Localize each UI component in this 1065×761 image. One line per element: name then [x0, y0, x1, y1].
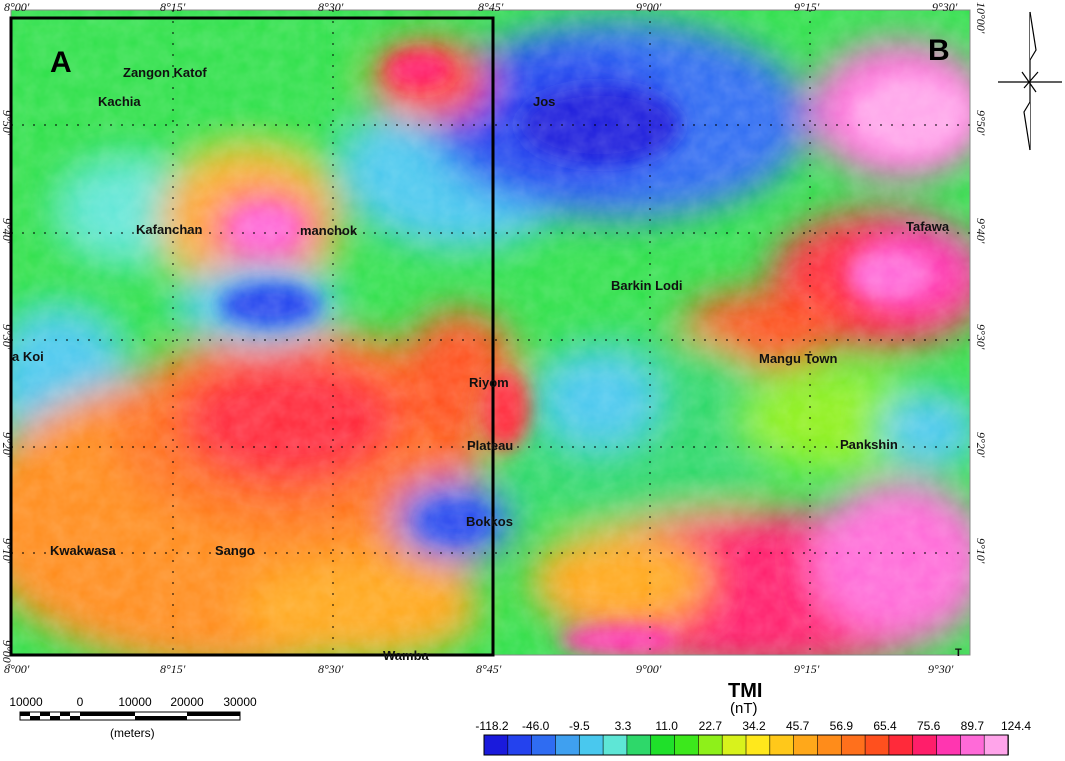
- left-lat-label: 9°40': [0, 218, 14, 244]
- top-lon-label: 8°15': [160, 0, 186, 14]
- place-label: Kwakwasa: [50, 543, 116, 558]
- legend-swatch: [960, 734, 985, 756]
- legend-swatch: [888, 734, 914, 756]
- legend-value-label: 75.6: [916, 719, 941, 733]
- top-lon-label: 9°30': [932, 0, 958, 14]
- legend-swatch: [602, 734, 628, 756]
- legend-swatch: [936, 734, 962, 756]
- panel-letter-b: B: [928, 34, 950, 67]
- place-label: Wamba: [383, 648, 429, 663]
- legend-unit: (nT): [730, 700, 758, 717]
- scale-label: 30000: [223, 695, 257, 709]
- top-lon-label: 8°00': [4, 0, 30, 14]
- scale-label: 0: [76, 695, 84, 709]
- bottom-lon-label: 8°15': [160, 662, 186, 676]
- scale-label: 20000: [170, 695, 204, 709]
- place-label: Jos: [533, 94, 556, 109]
- bottom-lon-label: 8°00': [4, 662, 30, 676]
- legend-value-label: 22.7: [698, 719, 723, 733]
- scale-unit: (meters): [110, 726, 155, 740]
- top-lon-label: 9°15': [794, 0, 820, 14]
- right-lat-label: 9°20': [974, 432, 988, 458]
- place-label: Plateau: [467, 438, 514, 453]
- legend-swatch: [864, 734, 890, 756]
- anomaly-raster: [11, 10, 970, 655]
- top-lon-label: 8°45': [478, 0, 504, 14]
- legend-swatch: [793, 734, 819, 756]
- legend-swatch: [721, 734, 747, 756]
- place-label: Kafanchan: [136, 222, 203, 237]
- legend-value-label: 34.2: [742, 719, 766, 733]
- bottom-lon-label: 8°45': [476, 662, 502, 676]
- top-lon-label: 9°00': [636, 0, 662, 14]
- scale-label: 10000: [118, 695, 152, 709]
- legend-value-label: 89.7: [960, 719, 985, 733]
- legend-frame: [483, 734, 1009, 756]
- panel-letter-a: A: [50, 46, 72, 79]
- legend-swatch: [698, 734, 723, 756]
- left-lat-label: 9°00': [0, 640, 14, 666]
- legend-value-label: -9.5: [568, 719, 590, 733]
- legend-value-label: 65.4: [873, 719, 897, 733]
- legend-swatch: [983, 734, 1009, 756]
- place-label: a Koi: [12, 349, 44, 364]
- place-label: Zangon Katof: [123, 65, 207, 80]
- legend-swatch: [674, 734, 700, 756]
- scale-bar: [19, 711, 241, 721]
- left-lat-label: 9°10': [0, 538, 14, 564]
- right-lat-label: 10°00': [974, 2, 988, 34]
- place-label: Pankshin: [840, 437, 898, 452]
- place-label: Barkin Lodi: [611, 278, 683, 293]
- legend-swatch: [483, 734, 509, 756]
- legend-swatch: [769, 734, 795, 756]
- legend-swatch: [840, 734, 866, 756]
- place-label: manchok: [300, 223, 358, 238]
- legend-swatch: [626, 734, 652, 756]
- right-lat-label: 9°40': [974, 218, 988, 244]
- legend-value-label: 3.3: [614, 719, 632, 733]
- legend-swatch: [650, 734, 676, 756]
- place-label: T: [955, 647, 962, 659]
- legend-value-label: 124.4: [1000, 719, 1032, 733]
- legend-swatch: [531, 734, 557, 756]
- legend-value-label: 11.0: [655, 719, 678, 733]
- place-label: Kachia: [98, 94, 141, 109]
- left-lat-label: 9°30': [0, 324, 14, 350]
- top-lon-label: 8°30': [318, 0, 344, 14]
- map-frame-a: [9, 16, 495, 657]
- legend-swatch: [912, 734, 938, 756]
- legend-value-label: -118.2: [475, 719, 509, 733]
- scale-label: 10000: [9, 695, 43, 709]
- right-lat-label: 9°10': [974, 538, 988, 564]
- legend-swatch: [507, 734, 533, 756]
- legend-value-label: -46.0: [521, 719, 550, 733]
- legend-swatch: [578, 734, 604, 756]
- legend-swatch: [745, 734, 771, 756]
- legend-value-label: 56.9: [829, 719, 854, 733]
- legend-colorbar: [483, 734, 1009, 756]
- bottom-lon-label: 9°15': [794, 662, 820, 676]
- bottom-lon-label: 8°30': [318, 662, 344, 676]
- place-label: Sango: [215, 543, 255, 558]
- left-lat-label: 9°20': [0, 432, 14, 458]
- place-label: Tafawa: [906, 219, 950, 234]
- right-lat-label: 9°30': [974, 324, 988, 350]
- left-lat-label: 9°50': [0, 110, 14, 136]
- place-label: Mangu Town: [759, 351, 838, 366]
- place-label: Bokkos: [466, 514, 513, 529]
- place-label: Riyom: [469, 375, 509, 390]
- north-arrow-icon: [998, 11, 1062, 151]
- bottom-lon-label: 9°00': [636, 662, 662, 676]
- legend-swatch: [817, 734, 843, 756]
- legend-value-label: 45.7: [785, 719, 810, 733]
- legend-swatch: [555, 734, 581, 756]
- bottom-lon-label: 9°30': [928, 662, 954, 676]
- right-lat-label: 9°50': [974, 110, 988, 136]
- legend-title: TMI: [728, 680, 763, 702]
